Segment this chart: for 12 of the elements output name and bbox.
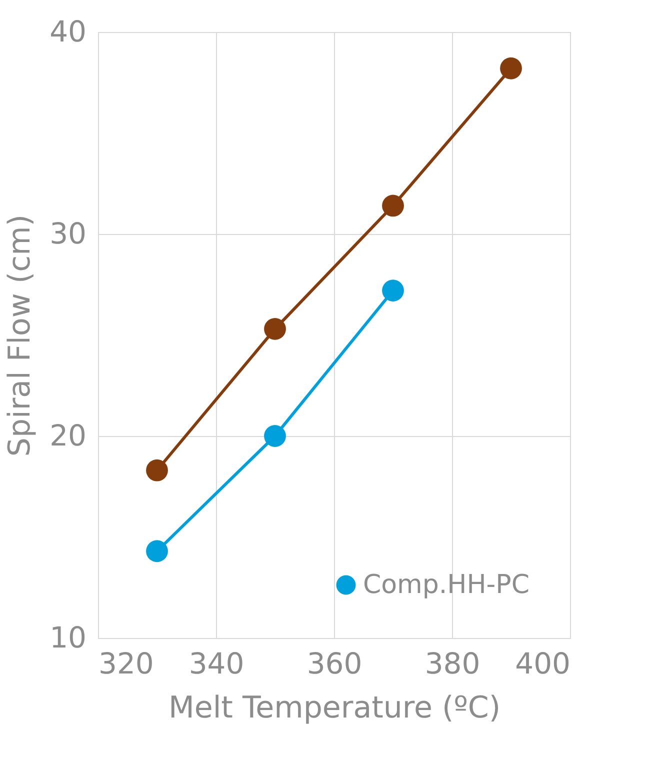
x-tick-label: 320 (98, 646, 154, 680)
y-tick-label: 40 (50, 14, 86, 48)
x-tick-label: 340 (188, 646, 244, 680)
x-tick-label: 360 (306, 646, 362, 680)
legend-label: Comp.HH-PC (363, 570, 530, 600)
y-tick-label: 10 (50, 620, 86, 654)
y-axis-title: Spiral Flow (cm) (2, 214, 38, 457)
x-axis-title: Melt Temperature (ºC) (168, 690, 501, 726)
x-tick-label: 380 (424, 646, 480, 680)
y-tick-label: 20 (50, 418, 86, 452)
y-tick-label: 30 (50, 216, 86, 250)
x-tick-label: 400 (515, 646, 570, 680)
